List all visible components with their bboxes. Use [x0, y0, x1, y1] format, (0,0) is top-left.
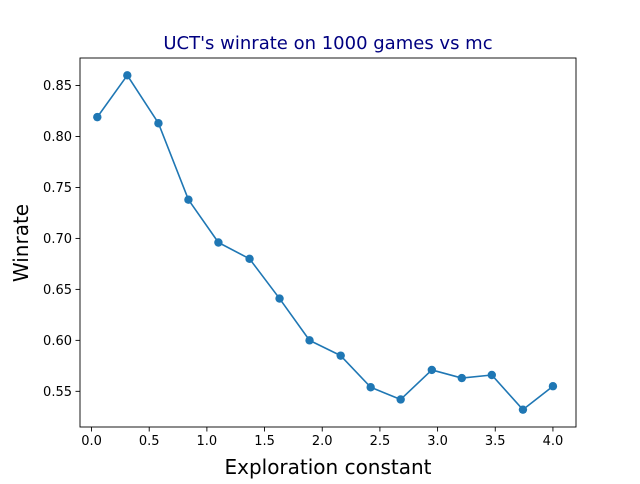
data-point [305, 336, 314, 345]
x-tick-label: 2.5 [370, 434, 391, 449]
data-point [275, 294, 284, 303]
plot-frame [79, 57, 577, 428]
y-tick-label: 0.75 [43, 181, 72, 196]
data-point [457, 373, 466, 383]
axes: 0.0 0.5 1.0 1.5 2.0 2.5 3.0 3.5 4.0 0.55 0.60 0.65 0… [43, 57, 577, 449]
x-tick-label: 3.5 [485, 434, 506, 449]
data-point [518, 405, 528, 414]
x-tick-label: 1.0 [197, 434, 218, 449]
data-point [214, 238, 223, 247]
y-tick-label: 0.65 [43, 283, 72, 298]
data-point [396, 395, 405, 404]
y-tick-label: 0.80 [43, 130, 72, 145]
data-point [93, 112, 102, 122]
data-point [245, 254, 254, 264]
y-tick-label: 0.60 [43, 334, 72, 349]
x-axis-label: Exploration constant [224, 455, 431, 479]
data-point [427, 365, 437, 375]
chart-title: UCT's winrate on 1000 games vs mc [163, 33, 492, 54]
x-tick-label: 1.5 [254, 434, 275, 449]
y-tick-label: 0.85 [43, 79, 72, 94]
y-axis-label: Winrate [9, 204, 33, 282]
data-point [366, 383, 375, 392]
x-tick-label: 3.0 [427, 434, 448, 449]
x-tick-label: 0.0 [81, 434, 102, 449]
y-tick-label: 0.70 [43, 232, 72, 247]
x-tick-label: 2.0 [312, 434, 333, 449]
y-tick-label: 0.55 [43, 385, 72, 400]
data-point [487, 370, 496, 380]
x-tick-label: 4.0 [543, 434, 564, 449]
data-point [154, 119, 163, 128]
series-line [96, 74, 554, 411]
data-point [123, 71, 132, 80]
data-point [184, 195, 193, 204]
plot-area [93, 71, 558, 414]
data-point [336, 351, 345, 360]
data-point [548, 382, 558, 391]
x-tick-label: 0.5 [139, 434, 160, 449]
